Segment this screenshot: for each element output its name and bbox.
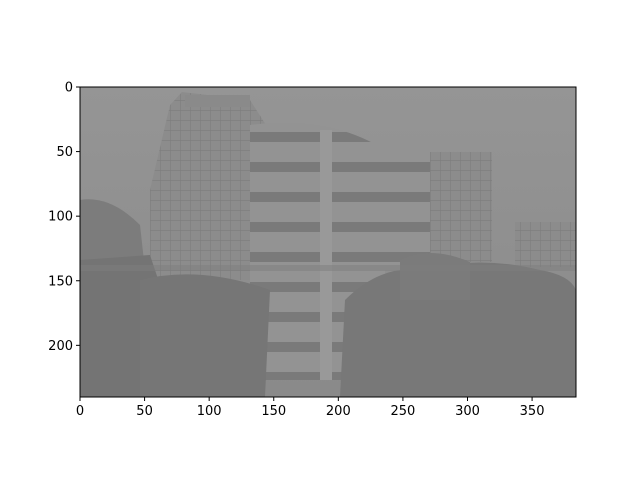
x-tick-label: 350	[520, 404, 545, 419]
axes-frame	[79, 86, 577, 398]
x-tick-label: 100	[197, 404, 222, 419]
x-tick-label: 50	[136, 404, 153, 419]
x-tick-label: 200	[326, 404, 351, 419]
x-tick-label: 300	[455, 404, 480, 419]
photo-image	[80, 87, 576, 397]
x-tick-label: 0	[76, 404, 84, 419]
y-tick-label: 50	[56, 145, 73, 160]
x-tick-label: 250	[391, 404, 416, 419]
y-axis: 0 50 100 150 200	[48, 81, 80, 354]
x-axis: 0 50 100 150 200 250 300 350	[76, 397, 545, 419]
y-tick-label: 0	[65, 81, 73, 96]
y-tick-label: 100	[48, 210, 73, 225]
y-tick-label: 150	[48, 274, 73, 289]
y-tick-label: 200	[48, 339, 73, 354]
x-tick-label: 150	[261, 404, 286, 419]
